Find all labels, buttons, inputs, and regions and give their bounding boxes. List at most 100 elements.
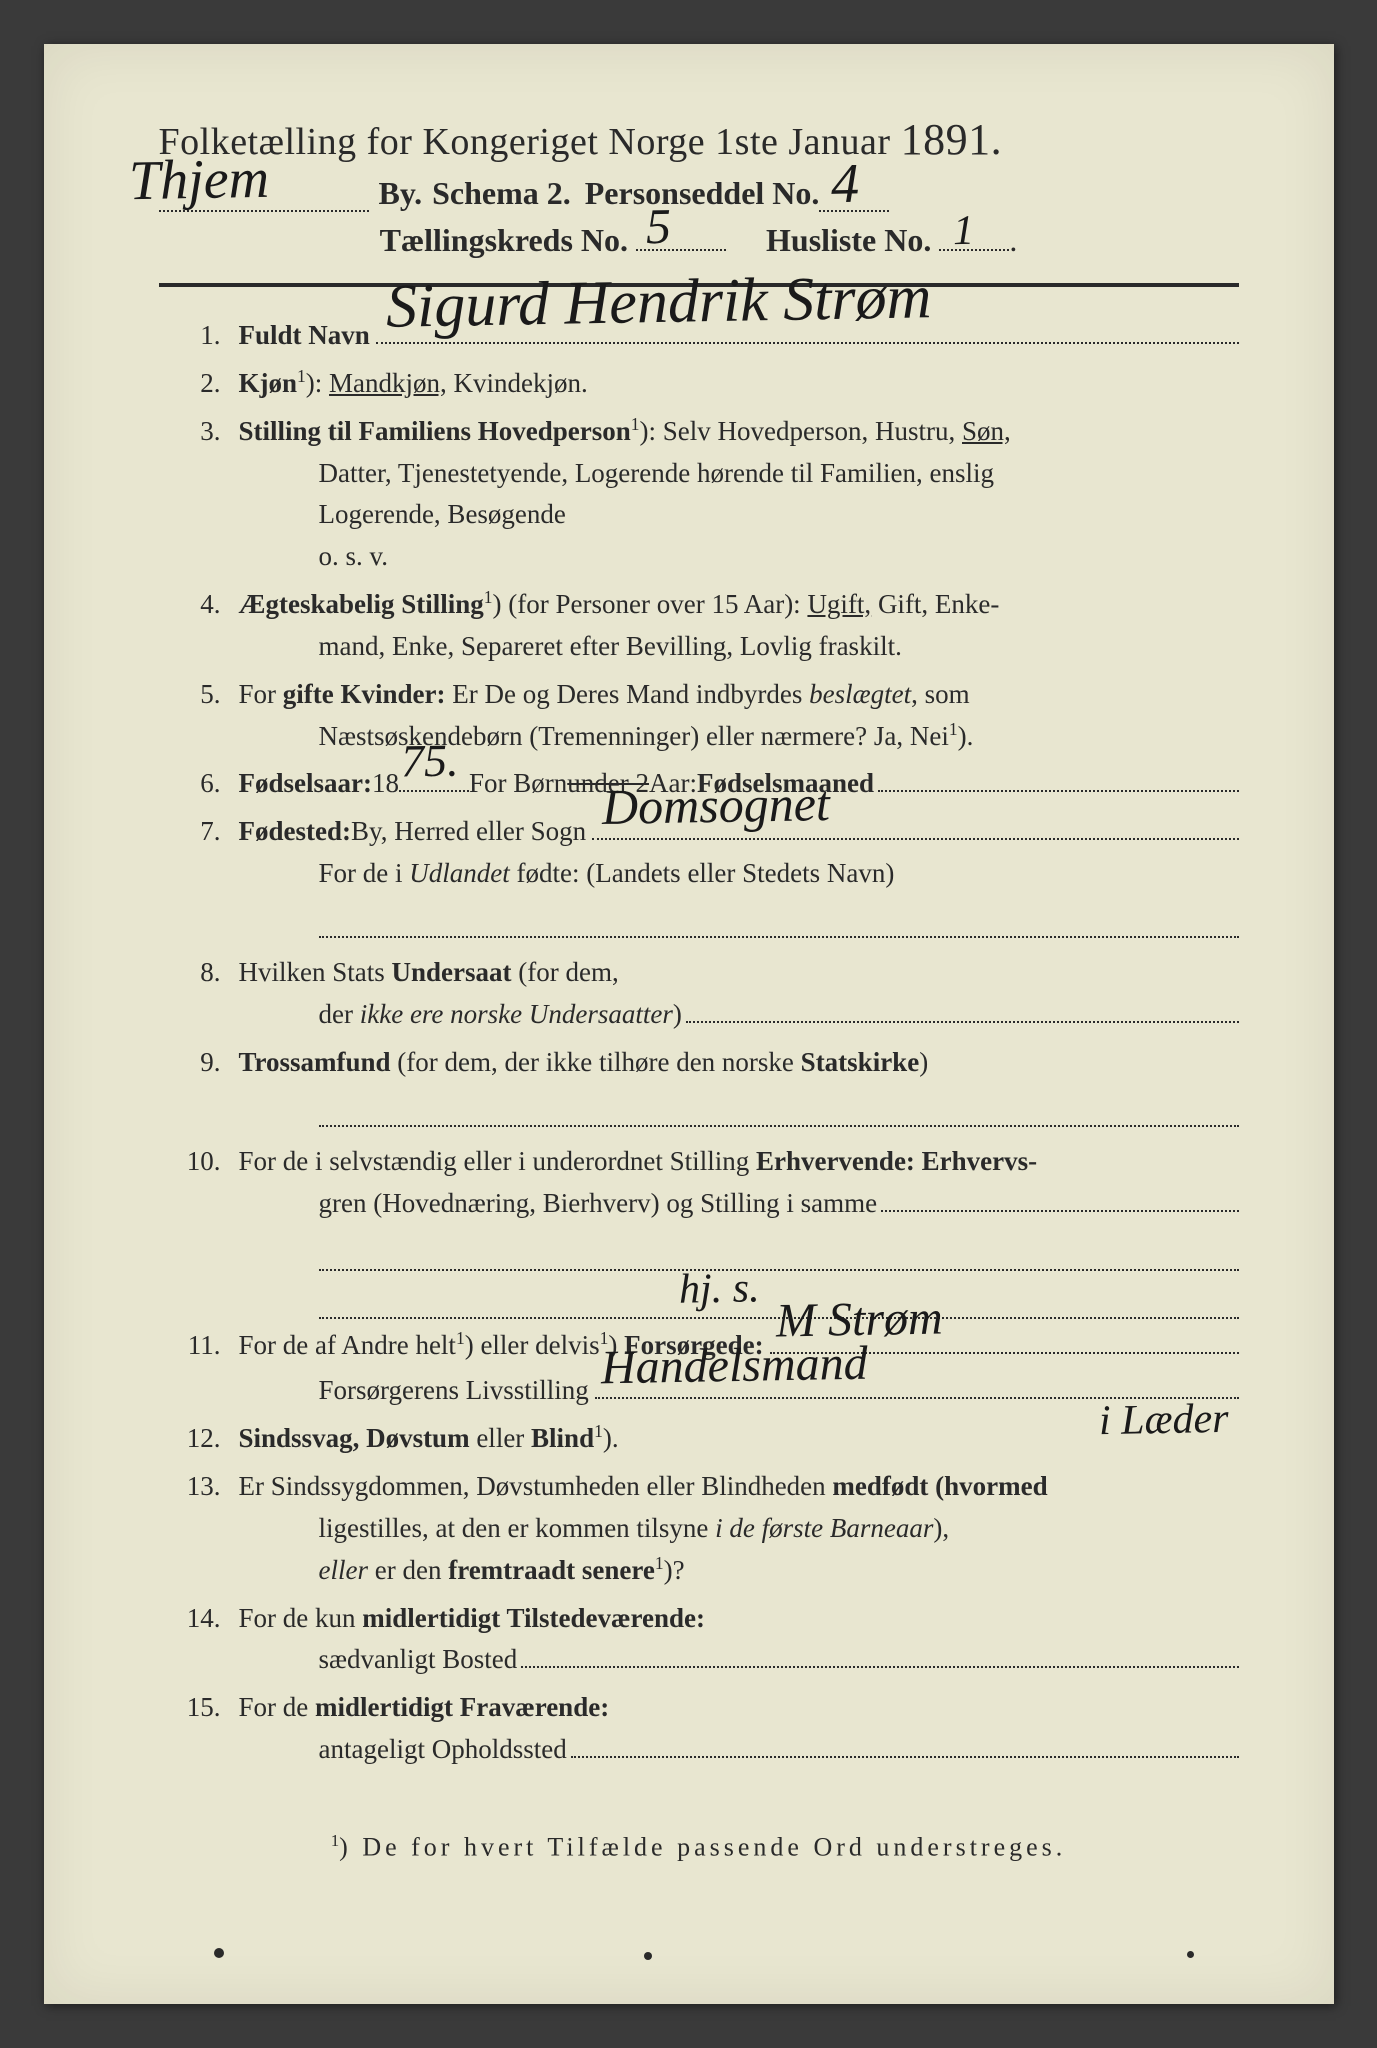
q3: 3. Stilling til Familiens Hovedperson1):… — [159, 411, 1239, 578]
q11-hw2: Handelsmand — [600, 1327, 868, 1406]
q9-blank — [319, 1090, 1239, 1127]
form-title: Folketælling for Kongeriget Norge 1ste J… — [159, 114, 1239, 165]
q3-line2: Datter, Tjenestetyende, Logerende hørend… — [319, 458, 994, 488]
q2-sup: 1 — [297, 366, 306, 386]
footnote-sup: 1 — [331, 1831, 339, 1850]
personseddel-label: Personseddel No. — [585, 175, 820, 212]
q13: 13. Er Sindssygdommen, Døvstumheden elle… — [159, 1466, 1239, 1592]
q4: 4. Ægteskabelig Stilling1) (for Personer… — [159, 584, 1239, 668]
husliste-handwritten: 1 — [953, 207, 975, 255]
q8-text1: Hvilken Stats — [239, 957, 392, 987]
q12-bold2: Blind — [531, 1423, 594, 1453]
q7-ital: Udlandet — [409, 858, 510, 888]
q9-num: 9. — [159, 1042, 239, 1127]
q12-bold: Sindssvag, Døvstum — [239, 1423, 470, 1453]
q7-place-hw: Domsognet — [602, 765, 831, 846]
q8-line2a: der — [319, 999, 360, 1029]
q5-sup: 1 — [949, 719, 958, 739]
q14-num: 14. — [159, 1598, 239, 1682]
q15-num: 15. — [159, 1687, 239, 1771]
q5-text2: Er De og Deres Mand indbyrdes — [445, 679, 809, 709]
q8-line2b: ) — [673, 999, 682, 1029]
q12: 12. Sindssvag, Døvstum eller Blind1). i … — [159, 1418, 1239, 1460]
q1-num: 1. — [159, 315, 239, 357]
q3-num: 3. — [159, 411, 239, 578]
q5: 5. For gifte Kvinder: Er De og Deres Man… — [159, 674, 1239, 758]
q4-ugift: Ugift, — [807, 589, 871, 619]
q15-blank — [571, 1756, 1239, 1758]
q14-blank — [521, 1666, 1238, 1668]
q13-line3a: eller — [319, 1555, 368, 1585]
city-field: Thjem — [159, 210, 369, 212]
personseddel-field: 4 — [819, 210, 889, 212]
q7-place-field: Domsognet — [592, 838, 1238, 840]
q10-num: 10. — [159, 1141, 239, 1319]
q9: 9. Trossamfund (for dem, der ikke tilhør… — [159, 1042, 1239, 1127]
ink-spot-2 — [644, 1952, 652, 1960]
q9-text: (for dem, der ikke tilhøre den norske — [391, 1047, 801, 1077]
q10-bold1: Erhvervende: Erhvervs- — [756, 1146, 1037, 1176]
q4-text2: Gift, Enke- — [871, 589, 999, 619]
q13-bold2: fremtraadt senere — [448, 1555, 655, 1585]
q6-year-hw: 75. — [400, 725, 459, 797]
q2-opt-female: Kvindekjøn. — [454, 368, 588, 398]
ink-spot — [214, 1948, 224, 1958]
q15-line2: antageligt Opholdssted — [319, 1729, 567, 1771]
q12-hw: i Læder — [1098, 1387, 1229, 1454]
q13-ital: i de første Barneaar — [715, 1513, 933, 1543]
q12-sup: 1 — [594, 1421, 603, 1441]
q4-label: Ægteskabelig Stilling — [239, 589, 484, 619]
q11-text2: ) eller delvis — [465, 1330, 600, 1360]
q2-label: Kjøn — [239, 368, 298, 398]
q10-line2: gren (Hovednæring, Bierhverv) og Stillin… — [319, 1183, 878, 1225]
q4-num: 4. — [159, 584, 239, 668]
q8: 8. Hvilken Stats Undersaat (for dem, der… — [159, 952, 1239, 1036]
q6-text2: For Børn — [469, 763, 567, 805]
q13-line3c: )? — [664, 1555, 685, 1585]
q12-text: eller — [470, 1423, 531, 1453]
q2-num: 2. — [159, 363, 239, 405]
q7-line2a: For de i — [319, 858, 410, 888]
title-year: 1891. — [901, 115, 1003, 164]
q14-line2: sædvanligt Bosted — [319, 1639, 518, 1681]
q14-text1: For de kun — [239, 1603, 363, 1633]
q5-text1: For — [239, 679, 283, 709]
q10-blank2 — [319, 1234, 1239, 1271]
husliste-field: 1 — [939, 249, 1009, 251]
q8-ital: ikke ere norske Undersaatter — [360, 999, 673, 1029]
q7-blank-line — [319, 901, 1239, 938]
kreds-label: Tællingskreds No. — [380, 222, 628, 258]
q12-text2: ). — [603, 1423, 619, 1453]
q11-sup1: 1 — [456, 1328, 465, 1348]
q3-sup: 1 — [631, 414, 640, 434]
header-line-2: Thjem By. Schema 2. Personseddel No. 4 — [159, 175, 1239, 212]
q5-text3: , som — [911, 679, 970, 709]
footnote-text: ) De for hvert Tilfælde passende Ord und… — [339, 1833, 1066, 1862]
q11: 11. For de af Andre helt1) eller delvis1… — [159, 1325, 1239, 1413]
q13-line3b: er den — [368, 1555, 448, 1585]
questions: 1. Fuldt Navn Sigurd Hendrik Strøm 2. Kj… — [159, 315, 1239, 1771]
q8-num: 8. — [159, 952, 239, 1036]
q13-sup: 1 — [655, 1553, 664, 1573]
q15-bold: midlertidigt Fraværende: — [315, 1692, 609, 1722]
q3-son: Søn, — [962, 416, 1011, 446]
q8-text2: (for dem, — [512, 957, 619, 987]
q13-bold1: medfødt (hvormed — [832, 1471, 1047, 1501]
q7: 7. Fødested: By, Herred eller Sogn Domso… — [159, 811, 1239, 938]
kreds-handwritten: 5 — [645, 197, 671, 255]
q1-handwritten: Sigurd Hendrik Strøm — [385, 249, 932, 355]
q9-bold2: Statskirke — [801, 1047, 920, 1077]
ink-spot-3 — [1187, 1951, 1194, 1958]
q1-field: Sigurd Hendrik Strøm — [376, 342, 1239, 344]
q6-year-field: 75. — [399, 790, 469, 792]
q7-num: 7. — [159, 811, 239, 938]
q3-line3: Logerende, Besøgende — [319, 499, 566, 529]
q4-text1: ) (for Personer over 15 Aar): — [493, 589, 808, 619]
personseddel-handwritten: 4 — [831, 152, 860, 216]
q14: 14. For de kun midlertidigt Tilstedevære… — [159, 1598, 1239, 1682]
q13-text1: Er Sindssygdommen, Døvstumheden eller Bl… — [239, 1471, 833, 1501]
q9-bold: Trossamfund — [239, 1047, 391, 1077]
q5-ital: beslægtet — [809, 679, 911, 709]
q3-label: Stilling til Familiens Hovedperson — [239, 416, 631, 446]
q13-line2a: ligestilles, at den er kommen tilsyne — [319, 1513, 716, 1543]
